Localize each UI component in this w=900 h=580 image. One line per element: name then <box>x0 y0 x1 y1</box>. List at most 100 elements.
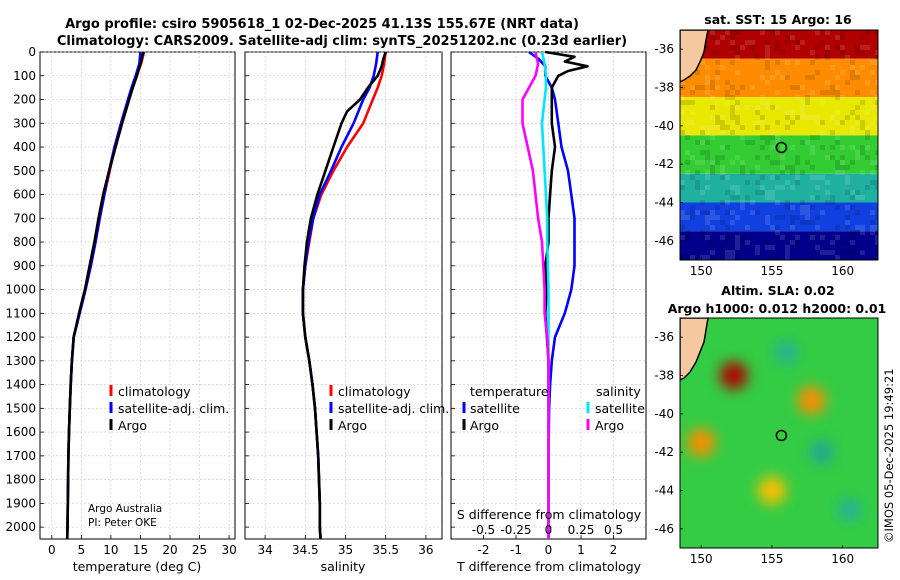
y-tick-label: 500 <box>13 164 36 178</box>
map-y-tick-label: -36 <box>654 330 674 344</box>
sst-texture-cell <box>715 120 720 125</box>
sst-texture-cell <box>805 100 810 105</box>
sst-texture-cell <box>700 60 705 65</box>
sla-map-subtitle: Argo h1000: 0.012 h2000: 0.01 <box>668 301 887 316</box>
sst-texture-cell <box>750 210 755 215</box>
sst-texture-cell <box>730 30 735 35</box>
sst-texture-cell <box>775 255 780 260</box>
sst-texture-cell <box>845 180 850 185</box>
sst-texture-cell <box>680 210 685 215</box>
sst-texture-cell <box>810 90 815 95</box>
sst-texture-cell <box>730 195 735 200</box>
sst-texture-cell <box>870 60 875 65</box>
sst-texture-cell <box>800 140 805 145</box>
sst-texture-cell <box>755 180 760 185</box>
sst-texture-cell <box>785 75 790 80</box>
sst-texture-cell <box>715 125 720 130</box>
sst-texture-cell <box>685 230 690 235</box>
sst-texture-cell <box>875 115 878 120</box>
sla-eddy-high <box>687 428 716 457</box>
sst-texture-cell <box>765 155 770 160</box>
sst-texture-cell <box>775 70 780 75</box>
sst-texture-cell <box>805 75 810 80</box>
sst-texture-cell <box>805 95 810 100</box>
y-tick-label: 1800 <box>5 473 36 487</box>
sst-texture-cell <box>730 105 735 110</box>
sst-texture-cell <box>785 180 790 185</box>
sla-heatmap-features <box>687 341 861 521</box>
sst-texture-cell <box>845 55 850 60</box>
s-difference-label: S difference from climatology <box>457 507 642 522</box>
sst-texture-cell <box>830 115 835 120</box>
sst-texture-cell <box>835 160 840 165</box>
sst-texture-cell <box>845 205 850 210</box>
sst-texture-cell <box>685 130 690 135</box>
sst-texture-cell <box>800 220 805 225</box>
sst-texture-cell <box>735 240 740 245</box>
credits-line1: Argo Australia <box>88 503 162 515</box>
sst-texture-cell <box>725 145 730 150</box>
sst-texture-cell <box>810 165 815 170</box>
figure-title-line1: Argo profile: csiro 5905618_1 02-Dec-202… <box>65 17 579 32</box>
sst-texture-cell <box>765 105 770 110</box>
sst-texture-cell <box>745 240 750 245</box>
sst-texture-cell <box>710 165 715 170</box>
sst-texture-cell <box>765 190 770 195</box>
sst-texture-cell <box>710 85 715 90</box>
sla-eddy-high <box>719 361 748 390</box>
sst-texture-cell <box>850 75 855 80</box>
sst-texture-cell <box>865 110 870 115</box>
sst-texture-cell <box>860 45 865 50</box>
sst-texture-cell <box>855 75 860 80</box>
sst-texture-cell <box>760 185 765 190</box>
sst-map-ticks: 150 155 160 -36 -38 -40 -42 -44 -46 <box>654 42 854 278</box>
sst-texture-cell <box>825 200 830 205</box>
sst-texture-cell <box>850 65 855 70</box>
sst-texture-cell <box>785 40 790 45</box>
y-tick-label: 100 <box>13 69 36 83</box>
sst-argo-position-marker <box>775 141 788 154</box>
sst-texture-cell <box>850 125 855 130</box>
sst-texture-cell <box>700 125 705 130</box>
sst-texture-cell <box>735 90 740 95</box>
sst-texture-cell <box>800 170 805 175</box>
map-x-tick-label: 160 <box>831 552 854 566</box>
sst-texture-cell <box>790 110 795 115</box>
sst-texture-cell <box>795 240 800 245</box>
map-y-tick-label: -42 <box>654 445 674 459</box>
y-tick-label: 700 <box>13 211 36 225</box>
sst-texture-cell <box>715 60 720 65</box>
x-tick-label: -2 <box>478 543 490 557</box>
sst-texture-cell <box>840 240 845 245</box>
sst-texture-cell <box>710 95 715 100</box>
sst-texture-cell <box>790 35 795 40</box>
y-tick-label: 400 <box>13 140 36 154</box>
sst-texture-cell <box>745 105 750 110</box>
sst-texture-cell <box>830 145 835 150</box>
sst-texture-cell <box>730 95 735 100</box>
sst-texture-cell <box>720 130 725 135</box>
sst-texture-cell <box>825 155 830 160</box>
sst-texture-cell <box>745 195 750 200</box>
sst-texture-cell <box>875 80 878 85</box>
sst-texture-cell <box>745 180 750 185</box>
sst-texture-cell <box>875 50 878 55</box>
sst-texture-cell <box>850 230 855 235</box>
sla-map-panel: Altim. SLA: 0.02 Argo h1000: 0.012 h2000… <box>654 283 886 566</box>
sst-texture-cell <box>810 150 815 155</box>
sst-texture-cell <box>705 90 710 95</box>
sst-texture-cell <box>845 175 850 180</box>
sst-texture-cell <box>680 110 685 115</box>
legend-t-satellite-label: satellite <box>470 401 520 416</box>
y-tick-label: 1300 <box>5 354 36 368</box>
sst-texture-cell <box>855 190 860 195</box>
sst-texture-cell <box>705 220 710 225</box>
sst-texture-cell <box>875 95 878 100</box>
sst-texture-cell <box>765 135 770 140</box>
sst-texture-cell <box>725 255 730 260</box>
series-line-argo <box>65 51 145 540</box>
sst-texture-cell <box>690 85 695 90</box>
sst-texture-cell <box>840 120 845 125</box>
salinity-lines <box>301 51 387 540</box>
s-difference-ticks: -0.5 -0.25 0 0.25 0.5 <box>472 523 623 537</box>
